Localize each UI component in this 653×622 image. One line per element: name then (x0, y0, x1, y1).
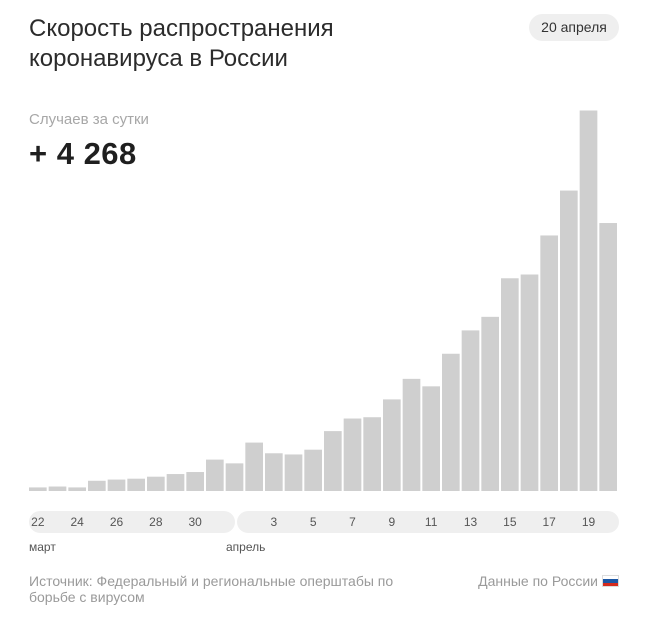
x-tick-label: 24 (70, 515, 84, 529)
month-label-april: апрель (226, 540, 266, 554)
bar-12 (442, 353, 460, 491)
bar-22 (29, 487, 47, 491)
page-title: Скорость распространения коронавируса в … (29, 15, 334, 72)
x-tick-label: 22 (31, 515, 45, 529)
bar-15 (501, 278, 519, 491)
x-tick-label: 11 (425, 515, 438, 529)
bar-29 (166, 474, 185, 491)
daily-cases-value: + 4 268 (29, 136, 137, 171)
source-note: Источник: Федеральный и региональные опе… (29, 573, 394, 605)
bar-13 (461, 330, 480, 491)
bar-30 (186, 472, 204, 491)
bar-10 (402, 378, 421, 491)
country-label: Данные по России (478, 573, 598, 589)
russia-flag-icon (602, 575, 619, 587)
x-tick-label: 9 (388, 515, 395, 529)
bar-18 (560, 190, 578, 491)
april-axis-pill (237, 511, 619, 533)
flag-red-stripe (603, 582, 618, 586)
bar-23 (48, 486, 67, 491)
x-tick-label: 26 (110, 515, 124, 529)
bar-7 (343, 418, 362, 491)
bar-16 (520, 274, 539, 491)
x-tick-label: 3 (270, 515, 277, 529)
bar-26 (107, 479, 126, 491)
bar-17 (540, 235, 558, 491)
march-axis-pill (29, 511, 235, 533)
x-tick-label: 19 (582, 515, 596, 529)
bar-20 (599, 223, 617, 491)
bar-27 (127, 478, 145, 491)
bar-31 (206, 459, 224, 491)
bars-group (29, 110, 617, 491)
bar-25 (88, 480, 106, 491)
daily-cases-label: Случаев за сутки (29, 111, 149, 128)
bar-1 (225, 463, 244, 491)
x-tick-label: 7 (349, 515, 356, 529)
bar-28 (147, 476, 165, 491)
bar-4 (284, 454, 303, 491)
bar-24 (68, 487, 86, 491)
x-tick-label: 28 (149, 515, 163, 529)
bar-14 (481, 316, 499, 491)
bar-11 (422, 386, 440, 491)
month-label-march: март (29, 540, 56, 554)
flag-blue-stripe (603, 579, 618, 583)
x-tick-label: 5 (310, 515, 317, 529)
flag-white-stripe (603, 576, 618, 580)
bar-19 (579, 110, 598, 491)
bar-8 (363, 417, 381, 491)
x-tick-label: 17 (542, 515, 556, 529)
bar-9 (383, 399, 401, 491)
x-tick-label: 13 (464, 515, 478, 529)
x-tick-label: 30 (188, 515, 202, 529)
bar-2 (245, 442, 263, 491)
bar-5 (304, 449, 322, 491)
country-note: Данные по России (478, 573, 619, 589)
date-badge: 20 апреля (529, 14, 619, 41)
x-tick-label: 15 (503, 515, 517, 529)
bar-6 (324, 431, 342, 491)
bar-3 (265, 453, 283, 491)
tick-labels-group: 22 24 26 28 30 3 5 7 9 11 13 15 17 19 (31, 515, 595, 529)
